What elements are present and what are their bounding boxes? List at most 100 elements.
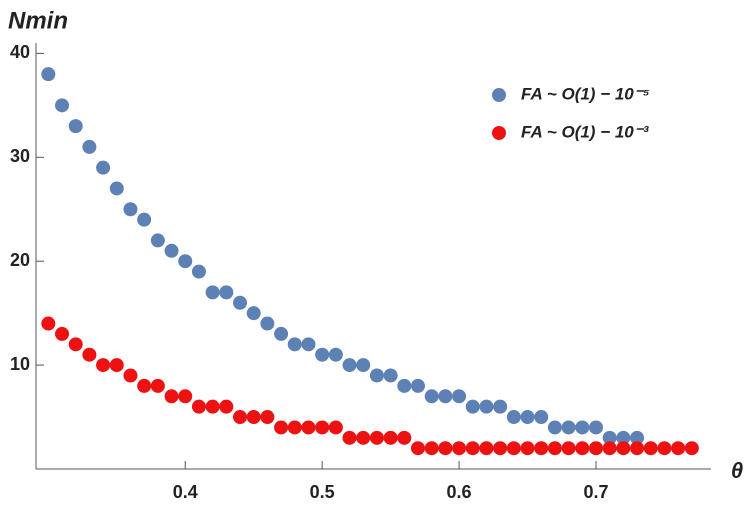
- point: [616, 441, 631, 456]
- point: [246, 306, 261, 321]
- point: [438, 389, 453, 404]
- point: [479, 441, 494, 456]
- point: [356, 430, 371, 445]
- point: [369, 430, 384, 445]
- point: [520, 410, 535, 425]
- x-tick-label: 0.5: [310, 482, 335, 502]
- point: [671, 441, 686, 456]
- point: [191, 264, 206, 279]
- point: [260, 316, 275, 331]
- point: [342, 358, 357, 373]
- point: [520, 441, 535, 456]
- point: [424, 389, 439, 404]
- point: [588, 441, 603, 456]
- point: [356, 358, 371, 373]
- point: [301, 420, 316, 435]
- point: [178, 389, 193, 404]
- point: [328, 420, 343, 435]
- point: [260, 410, 275, 425]
- point: [452, 441, 467, 456]
- point: [342, 430, 357, 445]
- point: [438, 441, 453, 456]
- point: [383, 430, 398, 445]
- x-axis-label: θ: [731, 458, 743, 483]
- point: [383, 368, 398, 383]
- point: [410, 441, 425, 456]
- point: [506, 441, 521, 456]
- x-tick-label: 0.7: [583, 482, 608, 502]
- point: [369, 368, 384, 383]
- point: [274, 420, 289, 435]
- y-axis-label: Nmin: [8, 7, 68, 34]
- point: [410, 378, 425, 393]
- point: [137, 212, 152, 227]
- point: [233, 295, 248, 310]
- point: [150, 378, 165, 393]
- point: [602, 430, 617, 445]
- point: [561, 441, 576, 456]
- point: [82, 139, 97, 154]
- point: [287, 420, 302, 435]
- point: [55, 326, 70, 341]
- legend-label: FA ~ O(1) − 10⁻³: [521, 122, 650, 141]
- point: [328, 347, 343, 362]
- point: [465, 399, 480, 414]
- point: [150, 233, 165, 248]
- point: [657, 441, 672, 456]
- point: [68, 119, 83, 134]
- y-tick-label: 40: [10, 42, 30, 62]
- point: [493, 441, 508, 456]
- point: [82, 347, 97, 362]
- point: [164, 243, 179, 258]
- point: [643, 441, 658, 456]
- point: [219, 399, 234, 414]
- point: [164, 389, 179, 404]
- point: [684, 441, 699, 456]
- point: [630, 441, 645, 456]
- point: [575, 420, 590, 435]
- point: [205, 399, 220, 414]
- point: [287, 337, 302, 352]
- point: [534, 410, 549, 425]
- point: [465, 441, 480, 456]
- point: [315, 347, 330, 362]
- y-tick-label: 10: [10, 354, 30, 374]
- y-tick-label: 20: [10, 250, 30, 270]
- point: [397, 430, 412, 445]
- point: [452, 389, 467, 404]
- point: [274, 326, 289, 341]
- legend-marker: [492, 88, 506, 102]
- point: [547, 441, 562, 456]
- point: [246, 410, 261, 425]
- point: [424, 441, 439, 456]
- point: [123, 368, 138, 383]
- x-tick-label: 0.4: [173, 482, 198, 502]
- point: [205, 285, 220, 300]
- point: [315, 420, 330, 435]
- legend-marker: [492, 126, 506, 140]
- point: [68, 337, 83, 352]
- point: [534, 441, 549, 456]
- point: [479, 399, 494, 414]
- point: [55, 98, 70, 113]
- point: [109, 358, 124, 373]
- point: [301, 337, 316, 352]
- point: [41, 316, 56, 331]
- point: [219, 285, 234, 300]
- x-tick-label: 0.6: [447, 482, 472, 502]
- point: [178, 254, 193, 269]
- point: [561, 420, 576, 435]
- point: [602, 441, 617, 456]
- point: [575, 441, 590, 456]
- point: [547, 420, 562, 435]
- point: [41, 67, 56, 82]
- point: [123, 202, 138, 217]
- y-tick-label: 30: [10, 146, 30, 166]
- point: [191, 399, 206, 414]
- point: [137, 378, 152, 393]
- point: [630, 430, 645, 445]
- point: [616, 430, 631, 445]
- point: [109, 181, 124, 196]
- point: [493, 399, 508, 414]
- legend-label: FA ~ O(1) − 10⁻⁵: [521, 84, 650, 103]
